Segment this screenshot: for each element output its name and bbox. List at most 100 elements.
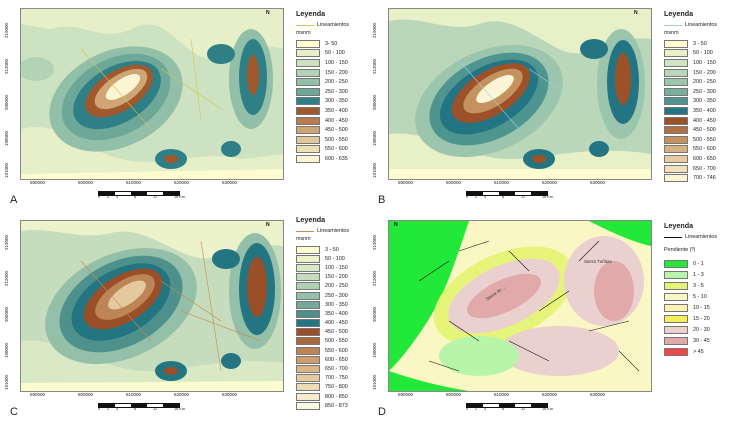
legend-title: Leyenda — [296, 215, 326, 224]
legend-class-item: 550 - 600 — [296, 346, 366, 355]
legend-class-label: 150 - 200 — [325, 274, 348, 281]
x-tick: 630000 — [222, 392, 238, 397]
x-tick: 620000 — [542, 392, 558, 397]
legend-class-item: 3- 50 — [296, 39, 366, 49]
legend-class-item: 200 - 250 — [664, 77, 734, 87]
legend-class-label: 400 - 450 — [693, 117, 716, 124]
legend-class-item: 250 - 300 — [664, 87, 734, 97]
legend-swatch — [296, 392, 320, 401]
legend-class-item: 10 - 15 — [664, 302, 734, 313]
scale-tick: 12 — [153, 407, 158, 411]
y-tick: 205000 — [372, 306, 377, 322]
map-label-tunitas: Sierra Tuñitas — [584, 259, 613, 264]
legend-swatch — [664, 164, 688, 173]
legend-swatch — [296, 145, 320, 154]
y-tick: 198000 — [372, 342, 377, 358]
legend-class-item: 450 - 500 — [296, 125, 366, 135]
legend-swatch — [664, 78, 688, 87]
legend-class-item: 500 - 550 — [296, 337, 366, 346]
legend-class-item: 550 - 600 — [664, 145, 734, 155]
legend-swatch — [664, 87, 688, 96]
legend-swatch — [664, 154, 688, 163]
slope-map-d-svg: Sierra de ... Sierra Tuñitas — [389, 221, 651, 391]
legend-class-label: 500 - 550 — [325, 136, 348, 143]
legend-class-label: 850 - 873 — [325, 402, 348, 409]
x-tick: 620000 — [174, 180, 190, 185]
legend-line-item: Lineamientos — [664, 233, 734, 241]
legend-class-item: 3 - 50 — [664, 39, 734, 49]
legend-class-item: 450 - 500 — [664, 125, 734, 135]
legend-line-label: Lineamientos — [685, 22, 718, 28]
legend-class-label: 750 - 800 — [325, 384, 348, 391]
north-arrow-b: N — [634, 10, 638, 16]
scale-tick: 4 — [116, 195, 119, 199]
legend-swatch — [664, 106, 688, 115]
legend-class-item: 500 - 550 — [296, 135, 366, 145]
legend-swatch — [664, 270, 688, 279]
legend-class-item: 600 - 635 — [296, 154, 366, 164]
legend-class-label: 250 - 300 — [693, 88, 716, 95]
y-tick: 219000 — [372, 234, 377, 250]
legend-swatch — [296, 97, 320, 106]
y-tick: 212000 — [4, 270, 9, 286]
legend-swatch — [664, 126, 688, 135]
legend-unit: msnm — [296, 30, 311, 36]
legend-class-label: 400 - 450 — [325, 117, 348, 124]
scale-tick: 16 Km — [542, 195, 553, 199]
legend-class-item: 100 - 150 — [296, 263, 366, 272]
legend-swatch — [296, 401, 320, 410]
legend-class-item: 30 - 45 — [664, 335, 734, 346]
legend-unit: msnm — [296, 236, 311, 242]
legend-class-item: 400 - 450 — [664, 116, 734, 126]
scale-bar-graphic — [98, 403, 180, 408]
scale-tick: 8 — [502, 195, 505, 199]
elevation-map-a — [20, 8, 284, 180]
legend-class-item: 750 - 800 — [296, 383, 366, 392]
legend-class-label: 300 - 350 — [693, 98, 716, 105]
scale-tick: 2 — [107, 195, 110, 199]
legend-class-label: 250 - 300 — [325, 292, 348, 299]
legend-class-item: 650 - 700 — [296, 364, 366, 374]
scale-tick: 16 Km — [174, 195, 185, 199]
x-tick: 610000 — [126, 392, 142, 397]
x-tick: 610000 — [494, 180, 510, 185]
legend-class-item: 550 - 600 — [296, 145, 366, 155]
legend-swatch — [664, 303, 688, 312]
panel-a: N 219000 212000 205000 198000 191000 590… — [0, 0, 368, 211]
x-tick: 610000 — [126, 180, 142, 185]
scale-tick: 8 — [502, 407, 505, 411]
legend-class-label: 50 - 100 — [693, 50, 713, 57]
legend-swatch — [664, 281, 688, 290]
legend-class-label: 400 - 450 — [325, 320, 348, 327]
north-arrow-a: N — [266, 10, 270, 16]
legend-swatch — [296, 245, 320, 254]
x-tick: 600000 — [78, 180, 94, 185]
legend-class-label: 600 - 650 — [325, 356, 348, 363]
legend-swatch — [296, 309, 320, 318]
y-tick: 198000 — [372, 130, 377, 146]
legend-line-label: Lineamientos — [685, 234, 718, 240]
panel-label-b: B — [378, 194, 386, 206]
legend-class-label: 300 - 350 — [325, 301, 348, 308]
legend-items: 3 - 50 50 - 100 100 - 150 150 - 200 200 - 25… — [664, 39, 734, 183]
y-tick: 212000 — [4, 58, 9, 74]
legend-swatch — [664, 145, 688, 154]
legend-class-item: 3 - 5 — [664, 280, 734, 291]
legend-class-label: 300 - 350 — [325, 98, 348, 105]
legend-swatch — [296, 346, 320, 355]
legend-swatch — [664, 135, 688, 144]
legend-class-label: 600 - 635 — [325, 155, 348, 162]
legend-class-item: 450 - 500 — [296, 328, 366, 337]
legend-class-item: 50 - 100 — [296, 254, 366, 263]
x-tick: 630000 — [590, 180, 606, 185]
legend-class-label: 1 - 3 — [693, 271, 704, 278]
legend-swatch — [664, 325, 688, 334]
legend-class-item: 600 - 650 — [296, 355, 366, 364]
legend-class-label: > 45 — [693, 348, 704, 355]
legend-swatch — [296, 383, 320, 392]
x-tick: 600000 — [78, 392, 94, 397]
elevation-map-c — [20, 220, 284, 392]
legend-swatch — [296, 291, 320, 300]
legend-line-item: Lineamientos — [664, 21, 734, 29]
elevation-map-a-svg — [21, 9, 283, 179]
